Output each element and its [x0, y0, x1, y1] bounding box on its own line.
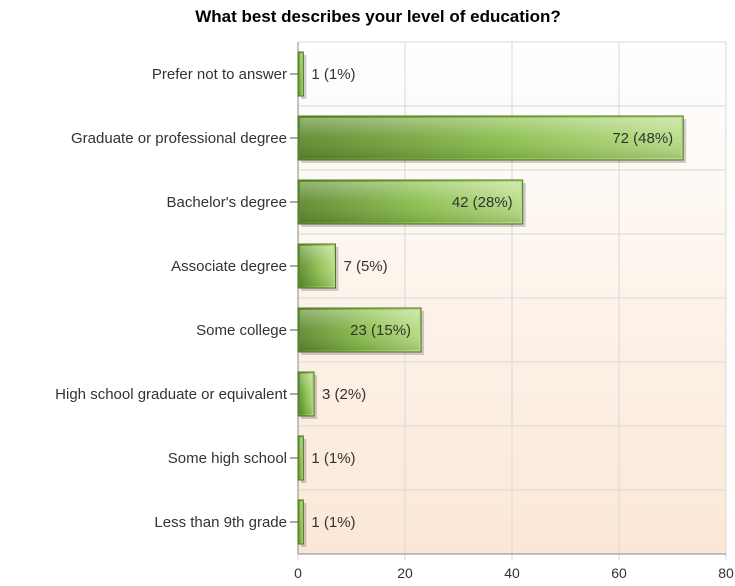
bars	[297, 51, 687, 547]
bar-value-label: 1 (1%)	[311, 66, 355, 83]
x-tick-label: 0	[294, 565, 302, 581]
x-tick-label: 80	[718, 565, 734, 581]
category-label: Some college	[196, 322, 287, 339]
chart-title: What best describes your level of educat…	[195, 7, 561, 26]
bar-value-label: 3 (2%)	[322, 386, 366, 403]
category-label: Prefer not to answer	[152, 66, 287, 83]
bar-value-label: 72 (48%)	[612, 130, 673, 147]
bar-highlight	[300, 438, 302, 478]
bar-value-label: 7 (5%)	[343, 258, 387, 275]
category-label: Bachelor's degree	[167, 194, 287, 211]
x-tick-label: 60	[611, 565, 627, 581]
category-label: High school graduate or equivalent	[55, 386, 288, 403]
labels: 0 20 40 60 80 Prefer not to answer 1 (1%) Gradu…	[55, 66, 734, 581]
bar-highlight	[300, 54, 302, 94]
bar-highlight	[300, 374, 313, 414]
category-label: Less than 9th grade	[154, 514, 287, 531]
category-label: Some high school	[168, 450, 287, 467]
bar-value-label: 1 (1%)	[311, 450, 355, 467]
bar-value-label: 1 (1%)	[311, 514, 355, 531]
x-tick-label: 20	[397, 565, 413, 581]
bar-highlight	[300, 246, 334, 286]
category-label: Graduate or professional degree	[71, 130, 287, 147]
bar-highlight	[300, 182, 521, 222]
category-label: Associate degree	[171, 258, 287, 275]
x-tick-label: 40	[504, 565, 520, 581]
bar-highlight	[300, 310, 420, 350]
bar-value-label: 23 (15%)	[350, 322, 411, 339]
bar-value-label: 42 (28%)	[452, 194, 513, 211]
bar-highlight	[300, 502, 302, 542]
bar-highlight	[300, 118, 682, 158]
